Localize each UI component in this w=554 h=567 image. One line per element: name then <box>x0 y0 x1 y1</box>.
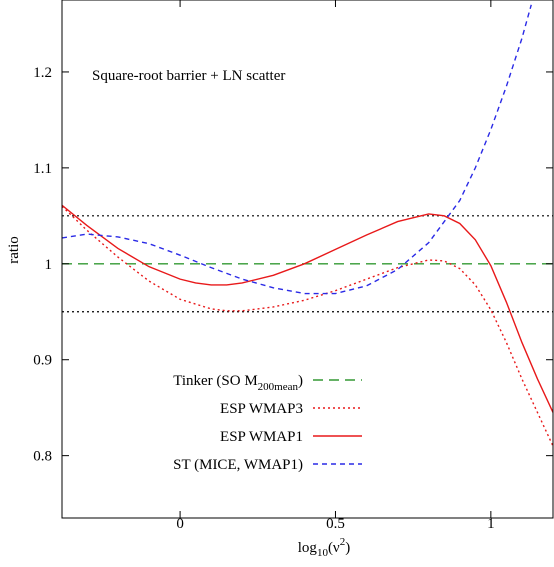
chart-annotation: Square-root barrier + LN scatter <box>92 68 285 84</box>
y-tick-label: 0.8 <box>33 449 52 465</box>
legend-label-esp-wmap1: ESP WMAP1 <box>220 429 303 445</box>
legend: Tinker (SO M200mean) ESP WMAP3 ESP WMAP1… <box>173 373 362 473</box>
plot-frame <box>61 0 554 519</box>
y-tick-label: 1.1 <box>33 161 52 177</box>
y-axis-label: ratio <box>6 236 22 264</box>
series-line-esp-wmap1 <box>62 204 554 413</box>
series-line-esp-wmap3 <box>62 205 554 447</box>
x-tick-label: 0.5 <box>326 516 345 532</box>
x-tick-label: 1 <box>487 516 495 532</box>
series-line-st-mice-wmap1 <box>62 4 532 295</box>
legend-label-tinker: Tinker (SO M200mean) <box>173 373 303 393</box>
y-tick-label: 0.9 <box>33 353 52 369</box>
y-tick-label: 1.2 <box>33 65 52 81</box>
x-axis-label: log10(ν2) <box>298 536 350 559</box>
x-tick-label: 0 <box>176 516 184 532</box>
legend-label-esp-wmap3: ESP WMAP3 <box>220 401 303 417</box>
y-tick-label: 1 <box>45 257 53 273</box>
legend-label-st-mice: ST (MICE, WMAP1) <box>173 457 303 473</box>
